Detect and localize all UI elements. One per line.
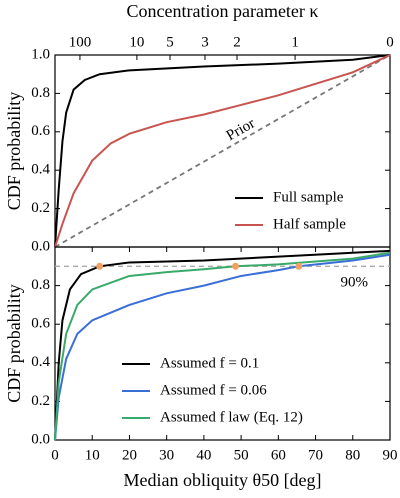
series-line xyxy=(54,54,391,248)
marker xyxy=(96,262,104,270)
y-tick-label: 1.0 xyxy=(31,46,50,62)
x-tick-label: 10 xyxy=(85,447,100,463)
y-tick-label: 0.4 xyxy=(31,354,50,370)
legend-label: Full sample xyxy=(273,189,344,205)
y-axis-label: CDF probability xyxy=(4,284,24,403)
top-x-tick-label: 0 xyxy=(386,34,394,50)
x-axis-label: Median obliquity θ50 [deg] xyxy=(123,470,321,490)
threshold-label: 90% xyxy=(341,275,369,291)
y-tick-label: 0.4 xyxy=(31,162,50,178)
y-tick-label: 0.0 xyxy=(31,238,50,254)
top-x-tick-label: 5 xyxy=(166,34,174,50)
y-tick-label: 0.2 xyxy=(31,200,50,216)
legend-label: Assumed f = 0.1 xyxy=(160,355,259,371)
legend-label: Assumed f law (Eq. 12) xyxy=(160,409,303,425)
x-tick-label: 30 xyxy=(159,447,174,463)
y-tick-label: 0.2 xyxy=(31,393,50,409)
marker xyxy=(232,262,240,270)
x-tick-label: 0 xyxy=(51,447,59,463)
x-tick-label: 80 xyxy=(345,447,360,463)
top-x-tick-label: 2 xyxy=(233,34,241,50)
top-x-tick-label: 3 xyxy=(201,34,209,50)
plot-area xyxy=(54,246,391,441)
prior-label: Prior xyxy=(224,115,258,144)
y-tick-label: 0.6 xyxy=(31,123,50,139)
x-tick-label: 50 xyxy=(234,447,249,463)
y-tick-label: 0.8 xyxy=(31,277,50,293)
x-tick-label: 90 xyxy=(383,447,398,463)
series-line xyxy=(54,54,391,248)
marker xyxy=(295,262,303,270)
legend-label: Assumed f = 0.06 xyxy=(160,382,267,398)
series-line xyxy=(54,251,391,441)
x-tick-label: 60 xyxy=(271,447,286,463)
top-x-axis-label: Concentration parameter κ xyxy=(127,1,319,21)
y-tick-label: 0.6 xyxy=(31,316,50,332)
y-axis-label: CDF probability xyxy=(4,92,24,211)
y-tick-label: 0.0 xyxy=(31,431,50,447)
x-tick-label: 40 xyxy=(196,447,211,463)
prior-line xyxy=(54,54,391,248)
legend-label: Half sample xyxy=(273,216,346,232)
x-tick-label: 20 xyxy=(122,447,137,463)
x-tick-label: 70 xyxy=(308,447,323,463)
top-x-tick-label: 100 xyxy=(69,34,92,50)
top-x-tick-label: 10 xyxy=(129,34,144,50)
top-x-tick-label: 1 xyxy=(291,34,299,50)
y-tick-label: 0.8 xyxy=(31,85,50,101)
